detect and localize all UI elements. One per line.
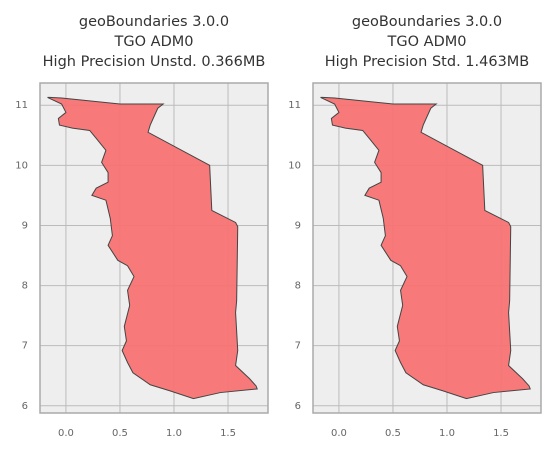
x-tick-label: 0.0 (58, 428, 74, 439)
y-tick-label: 11 (15, 100, 28, 111)
country-shape (47, 96, 258, 400)
y-tick-label: 9 (295, 220, 301, 231)
y-tick-label: 6 (22, 401, 28, 412)
y-tick-label: 7 (295, 341, 301, 352)
chart-title: TGO ADM0 (114, 34, 194, 50)
y-tick-label: 11 (288, 100, 301, 111)
plot-frame (39, 82, 269, 414)
y-tick-label: 8 (295, 281, 301, 292)
y-tick-label: 10 (288, 160, 301, 171)
y-tick-label: 6 (295, 401, 301, 412)
x-tick-label: 1.5 (220, 428, 236, 439)
x-tick-label: 1.5 (493, 428, 509, 439)
chart-title: High Precision Std. 1.463MB (325, 54, 530, 70)
y-tick-label: 7 (22, 341, 28, 352)
chart-title: geoBoundaries 3.0.0 (352, 14, 502, 30)
plot-frame (312, 82, 542, 414)
y-tick-label: 8 (22, 281, 28, 292)
x-tick-label: 0.0 (331, 428, 347, 439)
y-tick-label: 9 (22, 220, 28, 231)
chart-title: TGO ADM0 (387, 34, 467, 50)
x-tick-label: 0.5 (385, 428, 401, 439)
x-tick-label: 1.0 (166, 428, 182, 439)
chart-title: geoBoundaries 3.0.0 (79, 14, 229, 30)
x-tick-label: 1.0 (439, 428, 455, 439)
country-shape (320, 96, 531, 400)
y-tick-label: 10 (15, 160, 28, 171)
x-tick-label: 0.5 (112, 428, 128, 439)
chart-title: High Precision Unstd. 0.366MB (43, 54, 266, 70)
